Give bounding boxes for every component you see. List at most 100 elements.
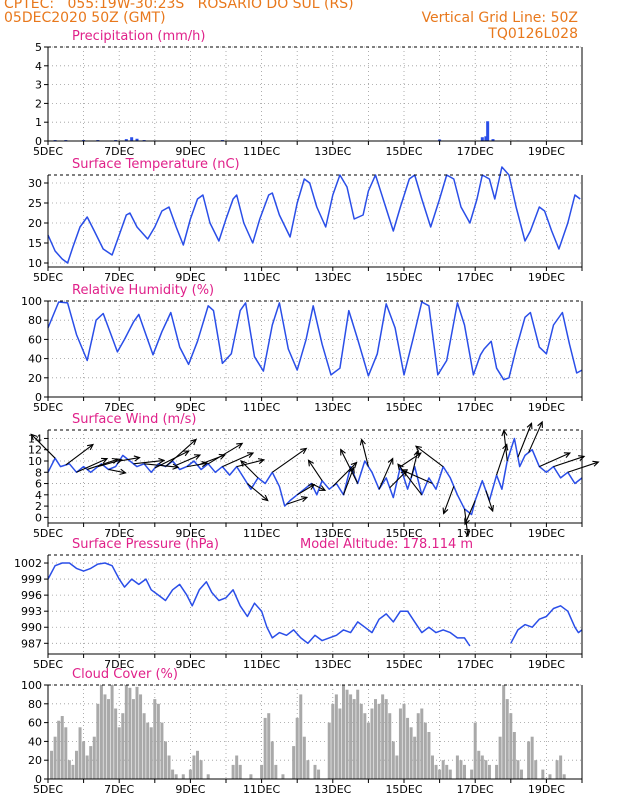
- cloud-bar: [430, 755, 434, 779]
- wind-arrow-head: [115, 458, 123, 465]
- pressure-xtick-label: 13DEC: [314, 658, 351, 671]
- cloud-bar: [402, 703, 406, 779]
- cloud-bar: [559, 755, 563, 779]
- wind-xtick-label: 9DEC: [175, 527, 205, 540]
- wind-arrow-head: [257, 458, 266, 465]
- precip-bar: [135, 138, 139, 141]
- wind-arrow-head: [300, 447, 308, 454]
- cloud-bar: [156, 703, 160, 779]
- cloud-bar: [171, 769, 175, 779]
- precip-ytick-label: 3: [35, 79, 42, 92]
- wind-arrow-head: [578, 455, 586, 462]
- cloud-bar: [124, 685, 128, 779]
- wind-arrow: [186, 462, 208, 468]
- cloud-bar: [349, 694, 353, 779]
- cloud-bar: [121, 713, 125, 779]
- temp-ytick-label: 10: [28, 257, 42, 270]
- cloud-bar: [71, 764, 75, 779]
- rh-xtick-label: 5DEC: [33, 401, 63, 414]
- wind-xtick-label: 13DEC: [314, 527, 351, 540]
- precip-ytick-label: 4: [35, 60, 42, 73]
- cloud-bar: [495, 764, 499, 779]
- cloud-bar: [74, 750, 78, 779]
- cloud-bar: [327, 722, 331, 779]
- temp-xtick-label: 5DEC: [33, 271, 63, 284]
- wind-arrow: [97, 459, 122, 468]
- cloud-bar: [406, 717, 410, 779]
- wind-arrow: [133, 459, 165, 465]
- temp-ytick-label: 25: [28, 197, 42, 210]
- cloud-ytick-label: 0: [35, 773, 42, 786]
- cloud-bar: [128, 687, 132, 779]
- cloud-bar: [338, 708, 342, 779]
- precip-ytick-label: 5: [35, 41, 42, 54]
- wind-arrow: [154, 450, 190, 469]
- rh-panel: 0 20 40 60 80 100 5DEC 7DEC 9DEC 11DEC 13DEC 15DEC 1…: [21, 283, 583, 414]
- wind-ytick-label: 10: [28, 455, 42, 468]
- rh-xtick-label: 19DEC: [528, 401, 565, 414]
- cloud-bar: [263, 717, 267, 779]
- wind-arrow: [389, 470, 408, 489]
- wind-arrow: [222, 452, 254, 468]
- wind-arrow: [503, 430, 508, 462]
- rh-ytick-label: 100: [21, 295, 42, 308]
- wind-arrow-head: [340, 448, 346, 456]
- wind-arrow: [496, 444, 508, 476]
- pressure-xtick-label: 17DEC: [457, 658, 494, 671]
- wind-arrow: [240, 460, 259, 479]
- cloud-bar: [149, 727, 153, 779]
- wind-arrow: [86, 458, 118, 470]
- cloud-bar: [114, 708, 118, 779]
- cloud-bar: [82, 741, 86, 779]
- temp-xtick-label: 13DEC: [314, 271, 351, 284]
- wind-arrow: [308, 460, 323, 482]
- wind-arrow-head: [236, 442, 244, 449]
- location-title: CPTEC: 055:19W-30:23S ROSARIO DO SUL (RS…: [4, 0, 354, 12]
- wind-arrow-head: [400, 469, 408, 475]
- cloud-bar: [502, 685, 506, 779]
- precip-xtick-label: 9DEC: [175, 145, 205, 158]
- temp-ytick-label: 20: [28, 217, 42, 230]
- pressure-xtick-label: 15DEC: [385, 658, 422, 671]
- pressure-ytick-label: 996: [21, 589, 42, 602]
- wind-arrow-head: [193, 454, 202, 460]
- rh-ytick-label: 60: [28, 333, 42, 346]
- cloud-bar: [181, 774, 185, 779]
- rh-xtick-label: 15DEC: [385, 401, 422, 414]
- precip-bar: [130, 137, 134, 141]
- wind-arrow: [311, 483, 326, 491]
- cloud-bar: [395, 755, 399, 779]
- temp-title: Surface Temperature (nC): [72, 157, 240, 172]
- precip-bar: [480, 137, 484, 141]
- wind-xtick-label: 17DEC: [457, 527, 494, 540]
- wind-arrow-head: [563, 452, 572, 458]
- wind-xtick-label: 7DEC: [104, 527, 134, 540]
- wind-arrow-head: [101, 457, 109, 464]
- wind-arrow: [553, 455, 585, 468]
- cloud-bar: [527, 741, 531, 779]
- pressure-subtitle: Model Altitude: 178.114 m: [300, 537, 473, 552]
- cloud-bar: [374, 699, 378, 779]
- cloud-bar: [480, 755, 484, 779]
- cloud-bar: [64, 727, 68, 779]
- wind-arrow: [65, 444, 94, 466]
- cloud-bar: [473, 722, 477, 779]
- pressure-ytick-label: 1002: [14, 557, 42, 570]
- cloud-xtick-label: 19DEC: [528, 783, 565, 796]
- precip-xtick-label: 11DEC: [243, 145, 280, 158]
- wind-arrow-head: [182, 450, 190, 457]
- precip-panel: 0 1 2 3 4 5 5DEC 7DEC 9DEC 11DEC 13DEC 15DEC 17DEC 19…: [33, 29, 583, 158]
- cloud-bar: [470, 769, 474, 779]
- cloud-bar: [512, 732, 516, 779]
- cloud-bar: [427, 732, 431, 779]
- cloud-xtick-label: 13DEC: [314, 783, 351, 796]
- cloud-bar: [92, 736, 96, 779]
- cloud-bar: [135, 686, 139, 779]
- cloud-bar: [302, 736, 306, 779]
- temp-xtick-label: 19DEC: [528, 271, 565, 284]
- cloud-bar: [110, 685, 114, 779]
- cloud-bar: [377, 703, 381, 779]
- cloud-xtick-label: 9DEC: [175, 783, 205, 796]
- cloud-bar: [363, 713, 367, 779]
